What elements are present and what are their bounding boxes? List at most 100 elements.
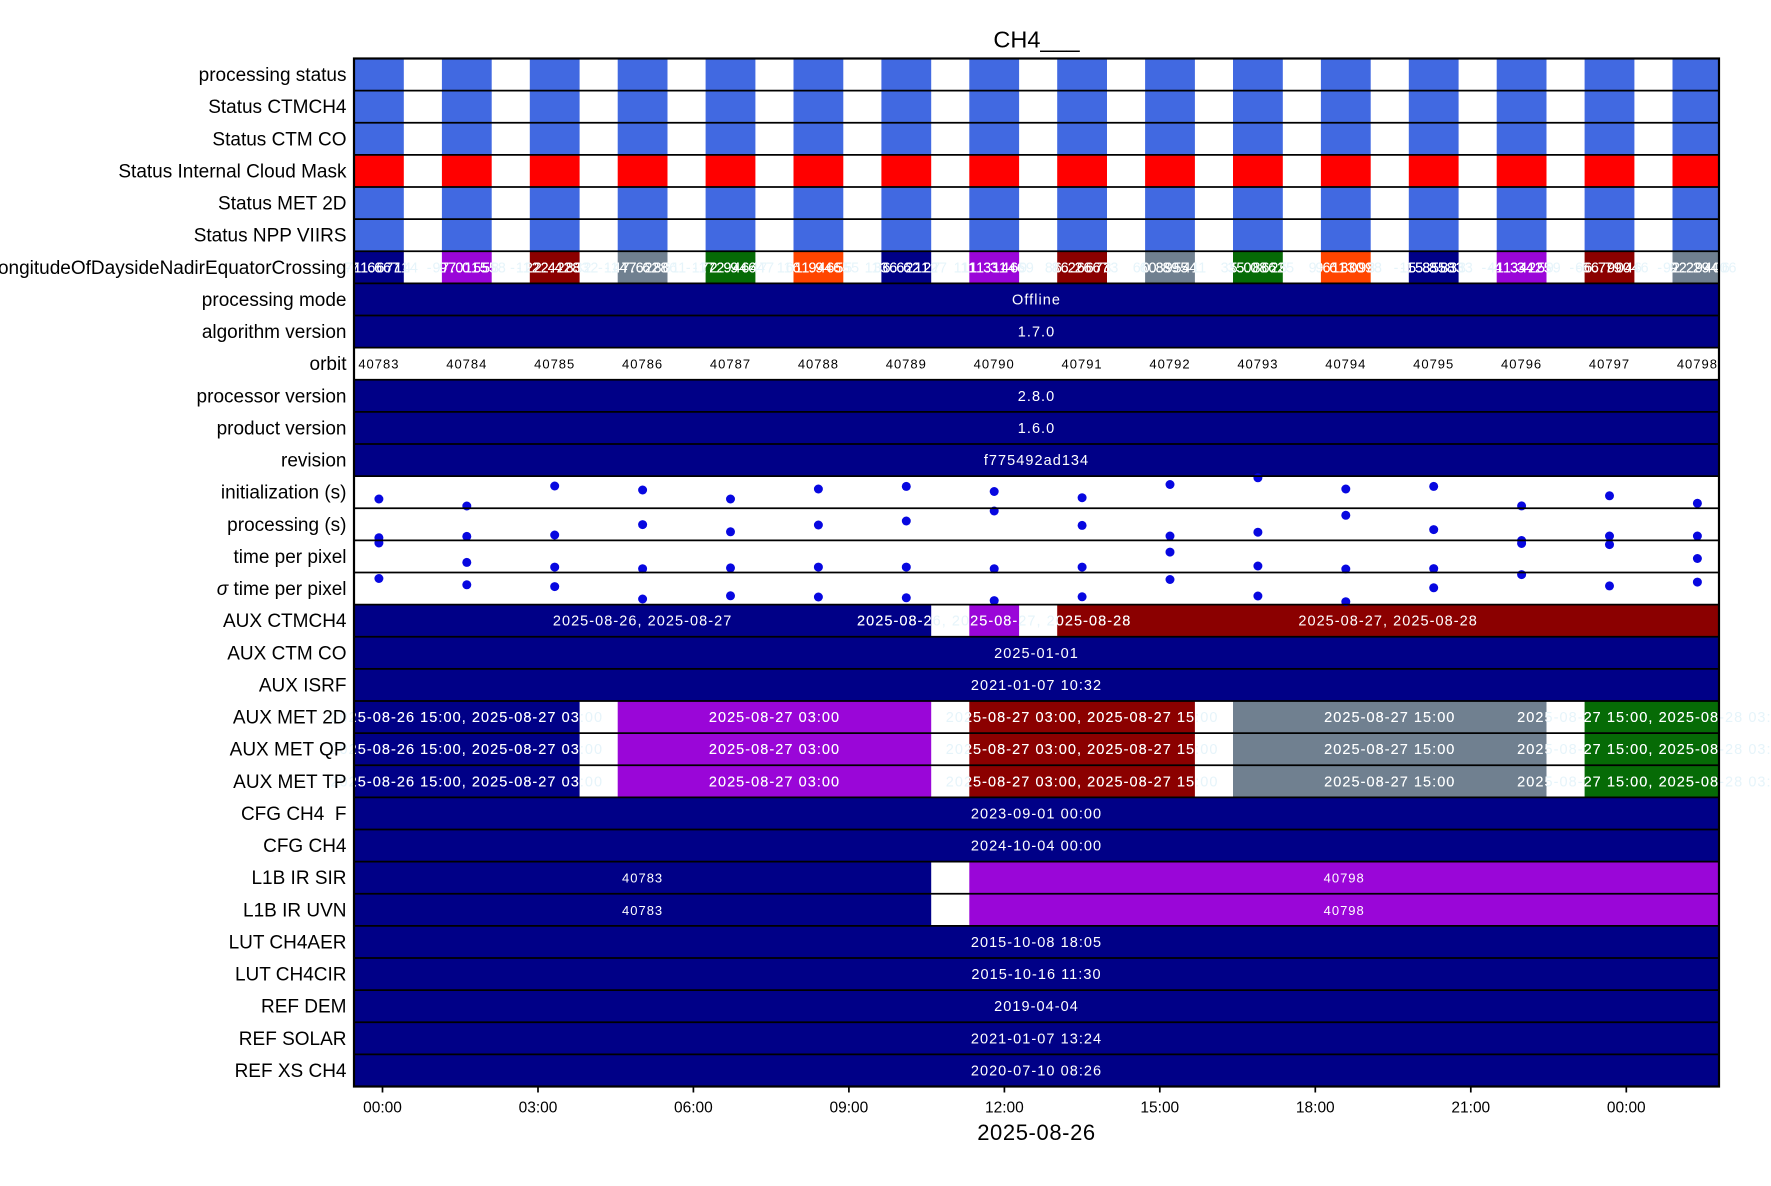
svg-text:161.94655: 161.94655	[777, 260, 854, 276]
svg-text:2025-08-26, 2025-08-27, 2025-0: 2025-08-26, 2025-08-27, 2025-08-28	[857, 614, 1131, 630]
svg-text:2025-08-27 03:00, 2025-08-27 1: 2025-08-27 03:00, 2025-08-27 15:00	[946, 774, 1219, 790]
svg-text:AUX MET TP: AUX MET TP	[233, 772, 346, 793]
svg-text:15:00: 15:00	[1140, 1100, 1179, 1117]
svg-text:AUX MET 2D: AUX MET 2D	[233, 708, 347, 729]
svg-text:35.08625: 35.08625	[1227, 260, 1295, 276]
svg-text:9.613098: 9.613098	[1315, 260, 1383, 276]
svg-text:2025-08-27 15:00: 2025-08-27 15:00	[1324, 774, 1455, 790]
svg-text:2024-10-04 00:00: 2024-10-04 00:00	[971, 839, 1102, 855]
svg-text:-147.62861: -147.62861	[605, 260, 687, 276]
svg-text:2021-01-07 13:24: 2021-01-07 13:24	[971, 1031, 1102, 1047]
svg-text:136.62127: 136.62127	[865, 260, 942, 276]
svg-text:111.31469: 111.31469	[960, 260, 1034, 276]
svg-text:86.26673: 86.26673	[1052, 260, 1120, 276]
svg-text:2025-08-27 15:00: 2025-08-27 15:00	[1324, 710, 1455, 726]
svg-text:35.08625: 35.08625	[1221, 260, 1289, 276]
svg-text:revision: revision	[281, 451, 346, 472]
svg-text:-97.01558: -97.01558	[427, 260, 500, 276]
svg-text:-15.85833: -15.85833	[1400, 260, 1473, 276]
svg-text:-15.85833: -15.85833	[1400, 260, 1473, 276]
svg-text:-41.34259: -41.34259	[1481, 260, 1554, 276]
svg-text:orbit: orbit	[310, 354, 348, 375]
svg-text:-66.79046: -66.79046	[1569, 260, 1642, 276]
svg-text:-66.79046: -66.79046	[1576, 260, 1649, 276]
svg-text:40784: 40784	[446, 357, 487, 372]
svg-text:AUX ISRF: AUX ISRF	[259, 675, 347, 696]
svg-text:00:00: 00:00	[1607, 1100, 1646, 1117]
svg-text:40795: 40795	[1413, 357, 1454, 372]
svg-text:REF XS CH4: REF XS CH4	[235, 1061, 347, 1082]
svg-text:40786: 40786	[622, 357, 663, 372]
svg-text:σ time per pixel: σ time per pixel	[217, 579, 347, 600]
svg-text:40794: 40794	[1325, 357, 1366, 372]
svg-text:2025-08-26 15:00, 2025-08-27 0: 2025-08-26 15:00, 2025-08-27 03:00	[330, 710, 603, 726]
svg-text:-92.29406: -92.29406	[1657, 260, 1730, 276]
svg-text:LUT CH4CIR: LUT CH4CIR	[235, 965, 347, 986]
svg-text:9.613098: 9.613098	[1309, 260, 1377, 276]
svg-text:2023-09-01 00:00: 2023-09-01 00:00	[971, 806, 1102, 822]
svg-text:Offline: Offline	[1012, 292, 1061, 308]
svg-text:-71.66714: -71.66714	[339, 260, 412, 276]
svg-text:Status Internal Cloud Mask: Status Internal Cloud Mask	[118, 161, 347, 182]
svg-text:REF DEM: REF DEM	[261, 997, 347, 1018]
svg-text:40798: 40798	[1324, 903, 1365, 918]
svg-text:111.31469: 111.31469	[954, 260, 1028, 276]
svg-text:2025-08-26 15:00, 2025-08-27 0: 2025-08-26 15:00, 2025-08-27 03:00	[330, 774, 603, 790]
svg-text:-147.62861: -147.62861	[598, 260, 680, 276]
svg-text:2015-10-08 18:05: 2015-10-08 18:05	[971, 935, 1102, 951]
svg-text:CFG CH4: CFG CH4	[263, 836, 347, 857]
svg-text:AUX MET QP: AUX MET QP	[230, 740, 347, 761]
svg-text:-97.01558: -97.01558	[427, 260, 500, 276]
svg-text:2025-08-27 03:00: 2025-08-27 03:00	[709, 774, 840, 790]
svg-text:2019-04-04: 2019-04-04	[994, 999, 1079, 1015]
svg-text:product version: product version	[217, 418, 347, 439]
svg-text:12:00: 12:00	[985, 1100, 1024, 1117]
svg-text:2025-08-27 03:00, 2025-08-27 1: 2025-08-27 03:00, 2025-08-27 15:00	[946, 742, 1219, 758]
svg-text:40793: 40793	[1237, 357, 1278, 372]
svg-text:REF SOLAR: REF SOLAR	[239, 1029, 347, 1050]
svg-text:processing mode: processing mode	[202, 290, 347, 311]
svg-text:86.26673: 86.26673	[1045, 260, 1113, 276]
svg-text:2025-08-27 03:00, 2025-08-27 1: 2025-08-27 03:00, 2025-08-27 15:00	[946, 710, 1219, 726]
svg-text:111.31469: 111.31469	[960, 260, 1034, 276]
svg-text:2025-08-26: 2025-08-26	[977, 1120, 1096, 1145]
svg-text:-41.34259: -41.34259	[1488, 260, 1561, 276]
svg-text:2021-01-07 10:32: 2021-01-07 10:32	[971, 678, 1102, 694]
svg-text:-66.79046: -66.79046	[1569, 260, 1642, 276]
svg-text:Status CTMCH4: Status CTMCH4	[208, 97, 347, 118]
svg-text:initialization (s): initialization (s)	[221, 483, 347, 504]
svg-text:-71.66714: -71.66714	[346, 260, 419, 276]
svg-text:-122.42832: -122.42832	[517, 260, 599, 276]
svg-text:40796: 40796	[1501, 357, 1542, 372]
svg-text:03:00: 03:00	[519, 1100, 558, 1117]
svg-text:161.94655: 161.94655	[784, 260, 861, 276]
svg-text:LongitudeOfDaysideNadirEquator: LongitudeOfDaysideNadirEquatorCrossing	[0, 258, 347, 279]
svg-text:2025-08-27 03:00, 2025-08-27 1: 2025-08-27 03:00, 2025-08-27 15:00	[946, 742, 1219, 758]
svg-text:136.62127: 136.62127	[865, 260, 942, 276]
svg-text:2025-08-27 03:00, 2025-08-27 1: 2025-08-27 03:00, 2025-08-27 15:00	[946, 710, 1219, 726]
svg-text:40792: 40792	[1149, 357, 1190, 372]
svg-text:AUX CTMCH4: AUX CTMCH4	[223, 611, 347, 632]
svg-text:1.7.0: 1.7.0	[1018, 325, 1056, 341]
svg-text:-66.79046: -66.79046	[1576, 260, 1649, 276]
svg-text:-172.94647: -172.94647	[693, 260, 775, 276]
svg-text:40798: 40798	[1677, 357, 1718, 372]
svg-text:-172.94647: -172.94647	[686, 260, 768, 276]
svg-text:60.89541: 60.89541	[1133, 260, 1201, 276]
svg-text:09:00: 09:00	[830, 1100, 869, 1117]
svg-text:2025-08-26, 2025-08-27: 2025-08-26, 2025-08-27	[553, 614, 733, 630]
svg-text:2025-08-27, 2025-08-28: 2025-08-27, 2025-08-28	[1298, 614, 1478, 630]
svg-text:2025-01-01: 2025-01-01	[994, 646, 1079, 662]
svg-text:86.26673: 86.26673	[1052, 260, 1120, 276]
svg-text:Status CTM CO: Status CTM CO	[212, 129, 346, 150]
svg-text:2025-08-27 03:00, 2025-08-27 1: 2025-08-27 03:00, 2025-08-27 15:00	[946, 774, 1219, 790]
svg-text:2025-08-27 03:00: 2025-08-27 03:00	[709, 742, 840, 758]
svg-text:40783: 40783	[358, 357, 399, 372]
svg-text:-172.94647: -172.94647	[693, 260, 775, 276]
svg-text:-92.29406: -92.29406	[1657, 260, 1730, 276]
svg-text:-15.85833: -15.85833	[1394, 260, 1467, 276]
svg-text:40791: 40791	[1062, 357, 1103, 372]
svg-text:40785: 40785	[534, 357, 575, 372]
svg-text:2025-08-27 15:00, 2025-08-28 0: 2025-08-27 15:00, 2025-08-28 03:00	[1517, 710, 1771, 726]
svg-text:CFG CH4 F: CFG CH4 F	[241, 804, 347, 825]
